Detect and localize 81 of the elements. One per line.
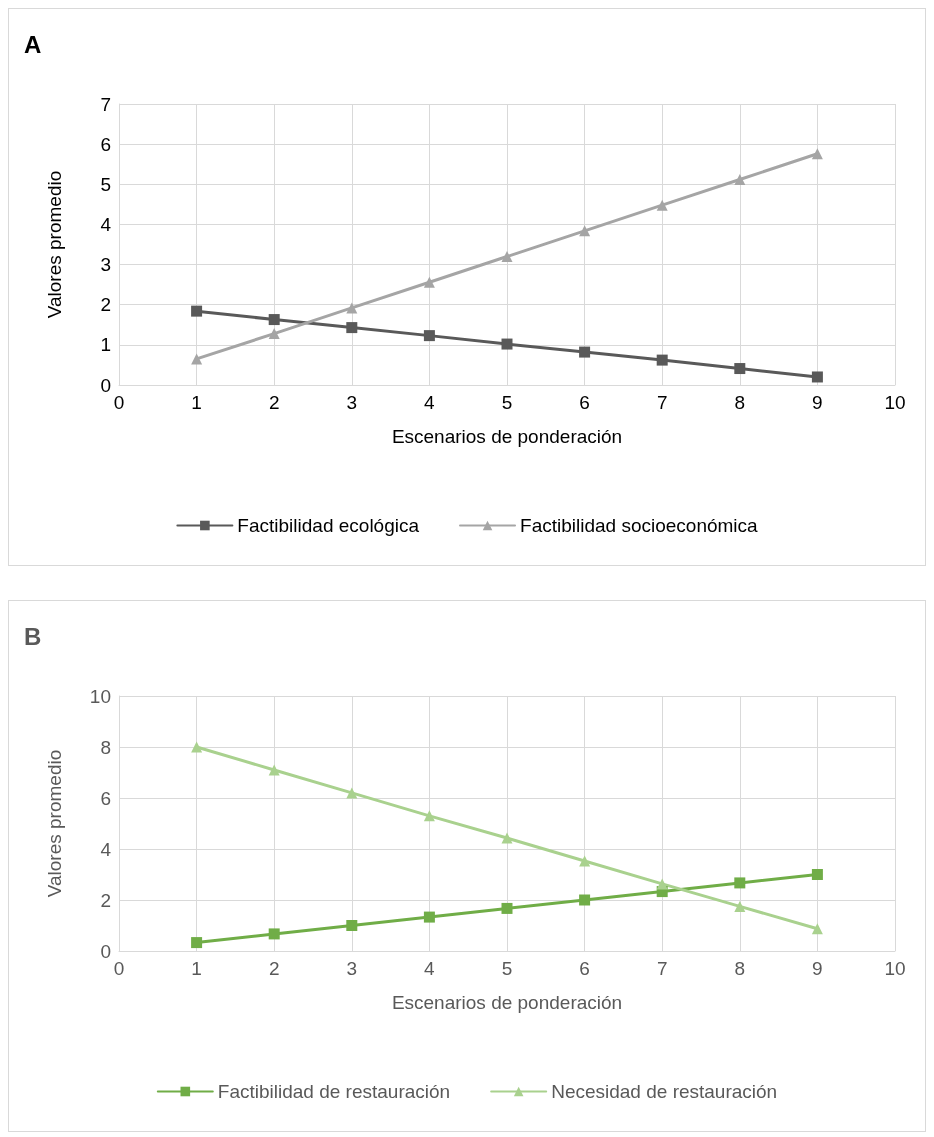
point [734, 877, 746, 889]
x-tick-label: 10 [884, 958, 906, 979]
point [346, 920, 358, 931]
point [191, 353, 203, 365]
x-tick-label: 1 [191, 392, 202, 413]
x-tick-label: 6 [579, 958, 590, 979]
y-tick-label: 7 [100, 93, 111, 115]
x-tick-label: 7 [656, 958, 668, 979]
x-tick-label: 3 [346, 392, 358, 413]
x-axis-title: Escenarios de ponderación [391, 426, 623, 447]
point [501, 902, 513, 914]
y-tick-label: 4 [100, 213, 112, 235]
x-tick-label: 1 [191, 958, 202, 979]
point [579, 894, 591, 906]
x-tick-label: 4 [424, 958, 436, 979]
legend-label: Factibilidad de restauración [217, 1081, 451, 1102]
point [346, 302, 358, 314]
point [579, 225, 591, 237]
x-tick-label: 2 [268, 958, 280, 979]
y-tick-label: 0 [100, 374, 111, 396]
point [346, 322, 358, 334]
point [346, 787, 358, 799]
point [501, 251, 513, 263]
point [656, 354, 668, 366]
x-tick-label: 3 [346, 958, 358, 979]
point [423, 276, 435, 288]
x-axis-title: Escenarios de ponderación [391, 992, 623, 1013]
point [811, 869, 823, 880]
legend-label: Necesidad de restauración [551, 1081, 778, 1102]
y-axis-title: Valores promedio [44, 170, 65, 319]
y-tick-label: 4 [100, 838, 112, 860]
x-tick-label: 6 [579, 392, 590, 413]
point [191, 741, 203, 753]
y-tick-label: 2 [100, 294, 111, 316]
point [811, 148, 823, 160]
x-tick-label: 0 [113, 392, 125, 413]
point [268, 764, 280, 776]
point [811, 923, 823, 935]
point [268, 328, 280, 340]
chart-title: B [24, 622, 42, 650]
point [656, 878, 668, 890]
x-tick-label: 8 [734, 958, 746, 979]
point [423, 330, 435, 342]
y-tick-label: 3 [100, 254, 111, 276]
y-tick-label: 0 [100, 940, 111, 962]
x-tick-label: 10 [884, 392, 906, 413]
y-tick-label: 5 [100, 173, 111, 195]
y-axis-title: Valores promedio [44, 749, 65, 898]
y-tick-label: 10 [89, 685, 111, 707]
point [734, 173, 746, 185]
point [501, 832, 513, 844]
x-tick-label: 0 [113, 958, 125, 979]
x-tick-label: 5 [501, 392, 513, 413]
x-tick-label: 9 [812, 392, 823, 413]
x-tick-label: 8 [734, 392, 746, 413]
y-tick-label: 8 [100, 736, 111, 758]
legend-label: Factibilidad socioeconómica [520, 515, 759, 536]
y-tick-label: 6 [100, 787, 111, 809]
y-tick-label: 1 [100, 334, 111, 356]
point [656, 199, 668, 211]
x-tick-label: 9 [812, 958, 823, 979]
y-tick-label: 6 [100, 133, 111, 155]
point [734, 363, 746, 375]
point [191, 937, 203, 949]
x-tick-label: 7 [656, 392, 668, 413]
x-tick-label: 2 [268, 392, 280, 413]
point [734, 900, 746, 912]
point [579, 855, 591, 867]
legend-label: Factibilidad ecológica [237, 515, 420, 536]
chart-title: A [24, 30, 42, 58]
point [268, 314, 280, 326]
point [191, 305, 203, 317]
y-tick-label: 2 [100, 889, 111, 911]
point [268, 928, 280, 940]
x-tick-label: 5 [501, 958, 513, 979]
point [579, 346, 591, 358]
point [423, 911, 435, 923]
point [811, 371, 823, 383]
x-tick-label: 4 [424, 392, 436, 413]
point [423, 810, 435, 822]
point [501, 338, 513, 350]
